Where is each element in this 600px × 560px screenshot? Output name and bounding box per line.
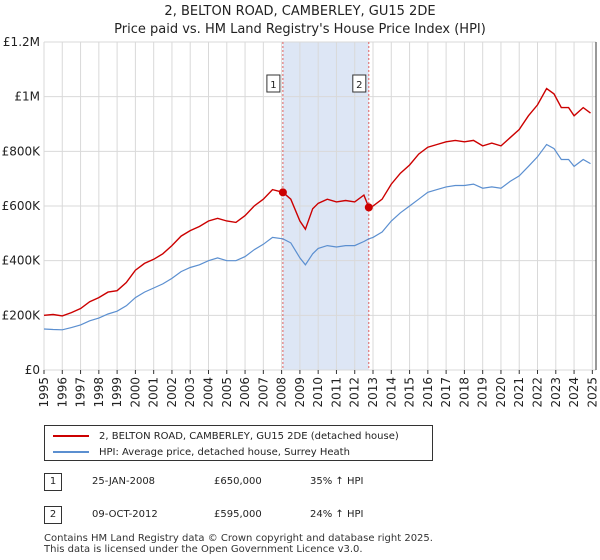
- x-tick-label: 2013: [366, 377, 380, 408]
- x-tick-label: 1998: [92, 377, 106, 408]
- sale-date: 09-OCT-2012: [92, 509, 158, 520]
- y-tick-label: £1.2M: [3, 35, 40, 49]
- sale-row: 2 09-OCT-2012 £595,000 24% ↑ HPI: [44, 506, 564, 526]
- sale-price: £595,000: [214, 509, 262, 520]
- chart-title: 2, BELTON ROAD, CAMBERLEY, GU15 2DE: [164, 4, 435, 19]
- y-tick-label: £1M: [14, 90, 40, 104]
- x-tick-label: 2002: [165, 377, 179, 408]
- x-tick-label: 2019: [476, 377, 490, 408]
- x-tick-label: 2014: [384, 377, 398, 408]
- sale-hpi-change: 24% ↑ HPI: [310, 509, 364, 520]
- attribution-line-1: Contains HM Land Registry data © Crown c…: [44, 533, 433, 544]
- y-tick-label: £600K: [2, 199, 42, 213]
- sale-row: 1 25-JAN-2008 £650,000 35% ↑ HPI: [44, 473, 564, 493]
- x-tick-label: 1999: [110, 377, 124, 408]
- sale-price: £650,000: [214, 476, 262, 487]
- x-tick-label: 2015: [403, 377, 417, 408]
- x-tick-label: 2003: [183, 377, 197, 408]
- x-tick-label: 2000: [128, 377, 142, 408]
- x-tick-label: 2001: [147, 377, 161, 408]
- x-tick-label: 2010: [311, 377, 325, 408]
- x-tick-label: 2021: [512, 377, 526, 408]
- sale-date: 25-JAN-2008: [92, 476, 156, 487]
- x-tick-label: 2007: [256, 377, 270, 408]
- x-tick-label: 2016: [421, 377, 435, 408]
- x-tick-label: 1995: [37, 377, 51, 408]
- x-tick-label: 2020: [494, 377, 508, 408]
- y-tick-label: £400K: [2, 254, 42, 268]
- sale-label-text: 2: [356, 80, 362, 91]
- grid-lines: [43, 41, 597, 371]
- chart-subtitle: Price paid vs. HM Land Registry's House …: [114, 22, 486, 37]
- y-axis-ticks: £0 £200K £400K £600K £800K £1M £1.2M: [2, 35, 42, 377]
- sale-points: [278, 188, 373, 212]
- x-tick-label: 2009: [293, 377, 307, 408]
- x-tick-label: 2005: [220, 377, 234, 408]
- attribution-footer: Contains HM Land Registry data © Crown c…: [44, 533, 433, 555]
- sale-label-box: [266, 74, 281, 93]
- x-tick-label: 2025: [585, 377, 599, 408]
- sale-number-badge: 2: [44, 506, 62, 524]
- x-axis-ticks: 1995 1996 1997 1998 1999 2000 2001 2002 2003 2004…: [37, 370, 599, 408]
- x-tick-label: 2024: [567, 377, 581, 408]
- x-tick-label: 2023: [549, 377, 563, 408]
- x-tick-label: 2022: [531, 377, 545, 408]
- x-tick-label: 2017: [439, 377, 453, 408]
- sale-hpi-change: 35% ↑ HPI: [310, 476, 364, 487]
- sale-number-badge: 1: [44, 473, 62, 491]
- sale-point: [278, 188, 287, 197]
- x-tick-label: 1996: [55, 377, 69, 408]
- legend-swatch-hpi: [53, 451, 89, 453]
- legend-item-hpi: HPI: Average price, detached house, Surr…: [53, 444, 350, 460]
- legend-item-property: 2, BELTON ROAD, CAMBERLEY, GU15 2DE (det…: [53, 428, 399, 444]
- hpi-series-line: [43, 143, 591, 331]
- chart-legend: 2, BELTON ROAD, CAMBERLEY, GU15 2DE (det…: [44, 425, 433, 461]
- legend-label-hpi: HPI: Average price, detached house, Surr…: [99, 446, 350, 458]
- x-tick-label: 2018: [457, 377, 471, 408]
- x-tick-label: 2011: [329, 377, 343, 408]
- sale-label-text: 1: [270, 80, 276, 91]
- x-tick-label: 2012: [348, 377, 362, 408]
- y-tick-label: £200K: [2, 308, 42, 322]
- legend-label-property: 2, BELTON ROAD, CAMBERLEY, GU15 2DE (det…: [99, 430, 399, 442]
- price-chart: 2, BELTON ROAD, CAMBERLEY, GU15 2DE Pric…: [2, 4, 600, 408]
- x-tick-label: 1997: [74, 377, 88, 408]
- x-tick-label: 2004: [202, 377, 216, 408]
- legend-swatch-property: [53, 435, 89, 437]
- y-tick-label: £0: [25, 363, 40, 377]
- x-tick-label: 2006: [238, 377, 252, 408]
- y-tick-label: £800K: [2, 144, 42, 158]
- property-series-line: [43, 87, 591, 317]
- sale-point: [364, 203, 373, 212]
- attribution-line-2: This data is licensed under the Open Gov…: [44, 544, 363, 555]
- x-tick-label: 2008: [275, 377, 289, 408]
- sale-label-box: [352, 74, 367, 93]
